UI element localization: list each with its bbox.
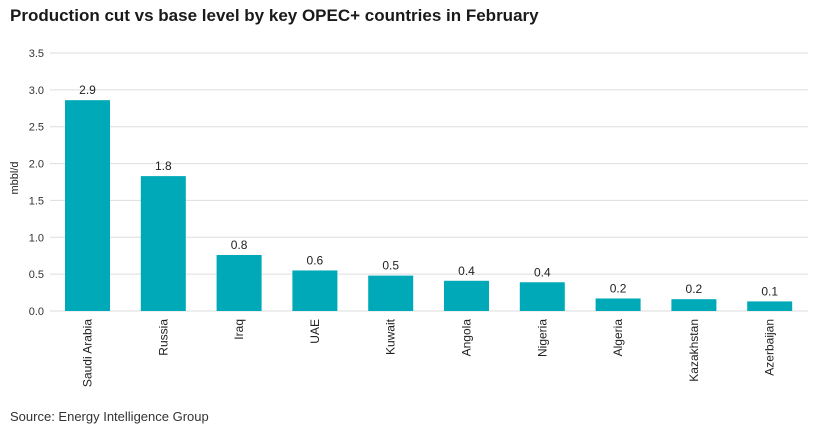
bar-algeria — [595, 298, 641, 311]
value-label: 0.4 — [534, 265, 551, 279]
gridlines — [50, 52, 808, 312]
category-label: Saudi Arabia — [81, 319, 95, 387]
bar-saudi-arabia — [65, 100, 110, 311]
y-tick-label: 1.5 — [29, 195, 44, 207]
bar-uae — [292, 270, 338, 311]
value-label: 0.2 — [610, 281, 627, 295]
value-label: 0.4 — [458, 264, 475, 278]
category-label: Kazakhstan — [687, 319, 701, 382]
y-axis-ticks: 0.0 0.5 1.0 1.5 2.0 2.5 3.0 3.5 — [29, 48, 44, 318]
y-tick-label: 1.0 — [29, 232, 44, 244]
y-tick-label: 0.5 — [29, 269, 44, 281]
y-tick-label: 2.0 — [29, 159, 44, 171]
value-label: 0.5 — [382, 259, 399, 273]
value-label: 0.2 — [686, 282, 703, 296]
value-label: 0.6 — [307, 253, 324, 267]
y-tick-label: 0.0 — [29, 306, 44, 318]
y-tick-label: 3.5 — [29, 48, 44, 60]
category-label: UAE — [308, 319, 322, 344]
category-label: Russia — [156, 319, 170, 356]
category-label: Algeria — [611, 319, 625, 357]
category-label: Nigeria — [535, 319, 549, 357]
value-label: 0.1 — [761, 284, 778, 298]
value-label: 2.9 — [79, 83, 96, 97]
bar-kazakhstan — [671, 299, 717, 311]
bar-iraq — [216, 254, 262, 311]
category-labels: Saudi Arabia Russia Iraq UAE Kuwait Angola Nig… — [81, 318, 777, 387]
bar-azerbaijan — [747, 301, 793, 311]
bar-kuwait — [368, 275, 414, 311]
y-tick-label: 2.5 — [29, 122, 44, 134]
chart-title: Production cut vs base level by key OPEC… — [10, 6, 539, 25]
bar-russia — [140, 176, 186, 311]
category-label: Azerbaijan — [763, 319, 777, 376]
bars — [65, 100, 793, 311]
y-tick-label: 3.0 — [29, 85, 44, 97]
category-label: Kuwait — [384, 318, 398, 355]
value-label: 1.8 — [155, 159, 172, 173]
y-axis-title: mbbl/d — [9, 161, 21, 194]
category-label: Angola — [460, 319, 474, 357]
value-labels: 2.9 1.8 0.8 0.6 0.5 0.4 0.4 0.2 0.2 0.1 — [79, 83, 778, 298]
value-label: 0.8 — [231, 238, 248, 252]
category-label: Iraq — [232, 319, 246, 340]
bar-nigeria — [519, 282, 565, 311]
source-note: Source: Energy Intelligence Group — [10, 409, 209, 424]
bar-angola — [444, 280, 489, 311]
